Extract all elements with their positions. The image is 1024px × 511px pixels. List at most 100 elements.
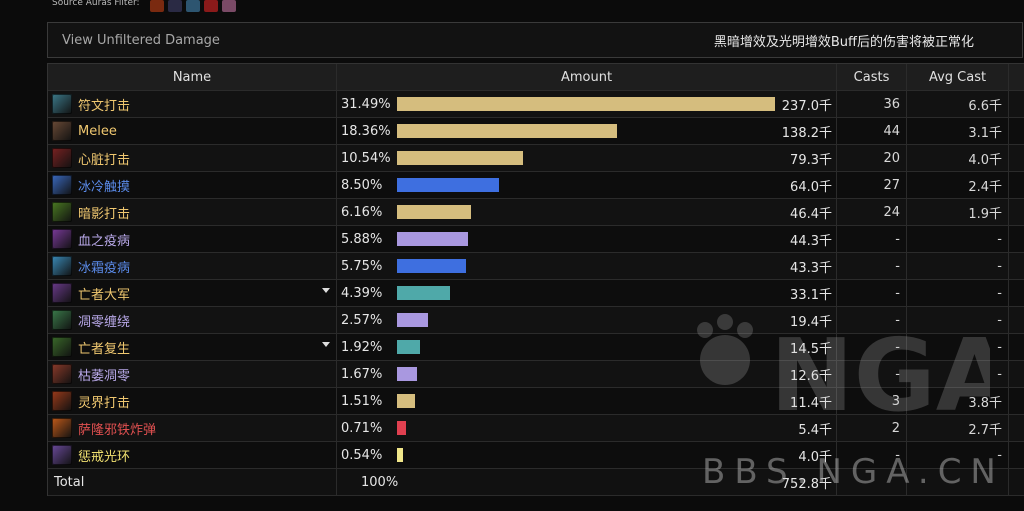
amount-value: 44.3千 — [790, 233, 832, 249]
amount-bar-track — [397, 124, 777, 138]
casts-value: 36 — [837, 91, 907, 117]
blood-aura-icon[interactable] — [203, 0, 218, 12]
spell-name[interactable]: 冰冷触摸 — [78, 179, 131, 195]
spell-name-cell[interactable]: 凋零缠绕 — [48, 307, 337, 333]
amount-cell: 2.57% 19.4千 — [337, 307, 837, 333]
casts-value: - — [837, 280, 907, 306]
casts-value: 20 — [837, 145, 907, 171]
avg-cast-value: 1.9千 — [907, 199, 1009, 225]
amount-percent: 6.16% — [341, 204, 383, 220]
death-and-decay-icon — [52, 364, 72, 384]
frost-fever-icon — [52, 256, 72, 276]
spell-name[interactable]: 暗影打击 — [78, 206, 131, 222]
amount-cell: 6.16% 46.4千 — [337, 199, 837, 225]
total-percent: 100% — [361, 474, 399, 490]
spell-name-cell[interactable]: 灵界打击 — [48, 388, 337, 414]
spell-name[interactable]: 灵界打击 — [78, 395, 131, 411]
spell-name[interactable]: 冰霜疫病 — [78, 260, 131, 276]
avg-cast-value: - — [907, 253, 1009, 279]
amount-bar-track — [397, 394, 777, 408]
table-row[interactable]: 冰霜疫病 5.75% 43.3千 - - — [48, 253, 1024, 280]
amount-bar-track — [397, 97, 777, 111]
spell-name[interactable]: 萨隆邪铁炸弹 — [78, 422, 157, 438]
table-row[interactable]: 亡者大军 4.39% 33.1千 - - — [48, 280, 1024, 307]
spell-name-cell[interactable]: 心脏打击 — [48, 145, 337, 171]
amount-bar-track — [397, 367, 777, 381]
amount-percent: 5.88% — [341, 231, 383, 247]
column-header-amount[interactable]: Amount — [337, 64, 837, 90]
normalization-message: 黑暗增效及光明增效Buff后的伤害将被正常化 — [713, 34, 974, 50]
table-row[interactable]: Melee 18.36% 138.2千 44 3.1千 — [48, 118, 1024, 145]
frost-aura-icon[interactable] — [185, 0, 200, 12]
total-label: Total — [48, 469, 337, 495]
spell-name-cell[interactable]: 枯萎凋零 — [48, 361, 337, 387]
spell-name[interactable]: 凋零缠绕 — [78, 314, 131, 330]
table-row[interactable]: 萨隆邪铁炸弹 0.71% 5.4千 2 2.7千 — [48, 415, 1024, 442]
column-header-extra — [1009, 64, 1024, 90]
avg-cast-value: - — [907, 226, 1009, 252]
amount-cell: 31.49% 237.0千 — [337, 91, 837, 117]
view-unfiltered-damage-link[interactable]: View Unfiltered Damage — [62, 32, 220, 48]
spell-name-cell[interactable]: 萨隆邪铁炸弹 — [48, 415, 337, 441]
spell-name[interactable]: 亡者大军 — [78, 287, 131, 303]
amount-cell: 4.39% 33.1千 — [337, 280, 837, 306]
spell-name-cell[interactable]: 惩戒光环 — [48, 442, 337, 468]
spell-name-cell[interactable]: 亡者复生 — [48, 334, 337, 360]
column-header-name[interactable]: Name — [48, 64, 337, 90]
amount-bar-track — [397, 178, 777, 192]
avg-cast-value: - — [907, 334, 1009, 360]
spell-name[interactable]: Melee — [78, 123, 117, 139]
casts-value: 24 — [837, 199, 907, 225]
table-row[interactable]: 凋零缠绕 2.57% 19.4千 - - — [48, 307, 1024, 334]
spell-name[interactable]: 符文打击 — [78, 98, 131, 114]
amount-percent: 31.49% — [341, 96, 391, 112]
blood-plague-icon — [52, 229, 72, 249]
rune-strike-icon — [52, 94, 72, 114]
spell-name[interactable]: 血之疫病 — [78, 233, 131, 249]
fire-aura-icon[interactable] — [149, 0, 164, 12]
spell-name[interactable]: 亡者复生 — [78, 341, 131, 357]
spell-name-cell[interactable]: 冰霜疫病 — [48, 253, 337, 279]
avg-cast-value: - — [907, 361, 1009, 387]
extra-cell — [1009, 415, 1024, 441]
table-row[interactable]: 血之疫病 5.88% 44.3千 - - — [48, 226, 1024, 253]
death-coil-icon — [52, 310, 72, 330]
amount-cell: 1.51% 11.4千 — [337, 388, 837, 414]
spell-name-cell[interactable]: 暗影打击 — [48, 199, 337, 225]
column-header-casts[interactable]: Casts — [837, 64, 907, 90]
spell-name-cell[interactable]: 亡者大军 — [48, 280, 337, 306]
spell-name[interactable]: 枯萎凋零 — [78, 368, 131, 384]
spell-name-cell[interactable]: 符文打击 — [48, 91, 337, 117]
spell-name-cell[interactable]: Melee — [48, 118, 337, 144]
amount-cell: 10.54% 79.3千 — [337, 145, 837, 171]
spell-name[interactable]: 心脏打击 — [78, 152, 131, 168]
amount-bar — [397, 448, 404, 462]
amount-bar-track — [397, 313, 777, 327]
column-header-avg-cast[interactable]: Avg Cast — [907, 64, 1009, 90]
amount-bar-track — [397, 421, 777, 435]
table-row[interactable]: 惩戒光环 0.54% 4.0千 - - — [48, 442, 1024, 469]
table-row[interactable]: 暗影打击 6.16% 46.4千 24 1.9千 — [48, 199, 1024, 226]
spell-name[interactable]: 惩戒光环 — [78, 449, 131, 465]
table-row[interactable]: 符文打击 31.49% 237.0千 36 6.6千 — [48, 91, 1024, 118]
amount-bar — [397, 259, 466, 273]
extra-cell — [1009, 118, 1024, 144]
casts-value: - — [837, 334, 907, 360]
table-row[interactable]: 亡者复生 1.92% 14.5千 - - — [48, 334, 1024, 361]
watermark-url: BBS.NGA.CN — [702, 452, 1005, 492]
expand-dropdown-icon[interactable] — [322, 342, 330, 347]
table-row[interactable]: 冰冷触摸 8.50% 64.0千 27 2.4千 — [48, 172, 1024, 199]
spell-name-cell[interactable]: 血之疫病 — [48, 226, 337, 252]
pink-aura-icon[interactable] — [221, 0, 236, 12]
table-row[interactable]: 灵界打击 1.51% 11.4千 3 3.8千 — [48, 388, 1024, 415]
amount-bar — [397, 340, 421, 354]
raise-dead-icon — [52, 337, 72, 357]
expand-dropdown-icon[interactable] — [322, 288, 330, 293]
amount-value: 5.4千 — [798, 422, 832, 438]
table-row[interactable]: 心脏打击 10.54% 79.3千 20 4.0千 — [48, 145, 1024, 172]
melee-icon — [52, 121, 72, 141]
extra-cell — [1009, 307, 1024, 333]
table-row[interactable]: 枯萎凋零 1.67% 12.6千 - - — [48, 361, 1024, 388]
spell-name-cell[interactable]: 冰冷触摸 — [48, 172, 337, 198]
shadow-aura-icon[interactable] — [167, 0, 182, 12]
